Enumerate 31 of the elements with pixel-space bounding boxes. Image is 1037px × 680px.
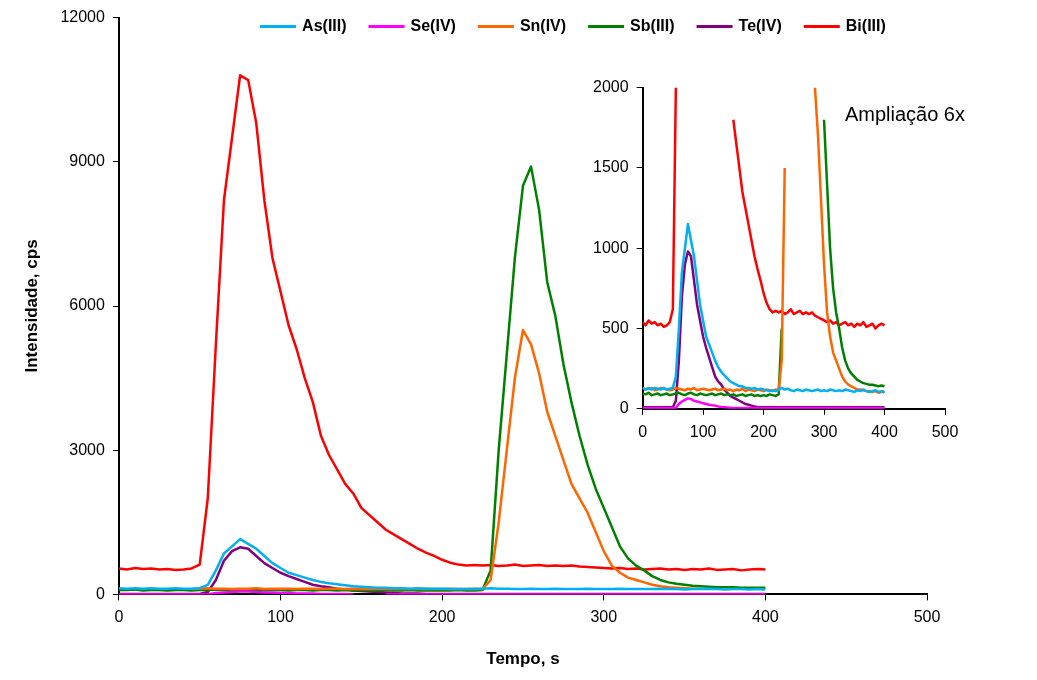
y-tick-label: 6000	[69, 296, 105, 314]
x-axis-title: Tempo, s	[486, 649, 560, 669]
y-tick-label: 9000	[69, 152, 105, 170]
y-tick-label: 12000	[60, 8, 105, 26]
y-tick-label: 1500	[593, 158, 629, 176]
annotation: Ampliação 6x	[844, 103, 965, 126]
y-tick-label: 3000	[69, 440, 105, 458]
y-axis-title: Intensidade, cps	[21, 239, 41, 373]
x-tick-label: 300	[590, 608, 618, 626]
x-tick-label: 400	[752, 608, 779, 626]
x-tick-label: 200	[428, 608, 456, 626]
legend-label: Bi(III)	[845, 17, 886, 35]
x-tick-label: 0	[638, 422, 648, 440]
y-tick-label: 2000	[593, 78, 629, 96]
x-tick-label: 100	[689, 422, 717, 440]
x-tick-label: 300	[810, 422, 838, 440]
x-tick-label: 200	[750, 422, 777, 440]
legend-label: Te(IV)	[738, 17, 782, 35]
x-tick-label: 500	[931, 422, 959, 440]
y-tick-label: 0	[619, 399, 629, 417]
x-tick-label: 0	[114, 608, 124, 626]
x-tick-label: 400	[871, 422, 898, 440]
x-tick-label: 100	[267, 608, 294, 626]
legend-label: Sn(IV)	[519, 17, 567, 35]
y-tick-label: 0	[95, 584, 105, 602]
x-tick-label: 500	[913, 608, 941, 626]
legend-label: Se(IV)	[410, 17, 456, 35]
legend-label: As(III)	[302, 17, 347, 35]
y-tick-label: 1000	[593, 238, 629, 256]
y-tick-label: 500	[601, 318, 629, 336]
legend-label: Sb(III)	[630, 17, 675, 35]
